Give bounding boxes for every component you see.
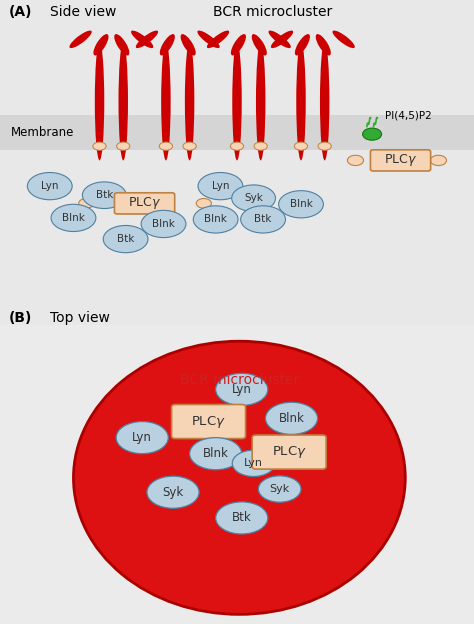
Text: BCR microcluster: BCR microcluster xyxy=(180,373,299,387)
Ellipse shape xyxy=(131,31,154,48)
Ellipse shape xyxy=(347,155,364,165)
Ellipse shape xyxy=(316,34,331,56)
Ellipse shape xyxy=(318,142,331,150)
Ellipse shape xyxy=(181,34,196,56)
Text: Side view: Side view xyxy=(50,4,116,19)
Ellipse shape xyxy=(258,476,301,502)
Ellipse shape xyxy=(198,172,243,200)
Text: Btk: Btk xyxy=(232,512,252,524)
Ellipse shape xyxy=(294,142,308,150)
Ellipse shape xyxy=(159,142,173,150)
Ellipse shape xyxy=(160,34,175,56)
Text: PLC$\gamma$: PLC$\gamma$ xyxy=(191,414,226,429)
Ellipse shape xyxy=(117,142,130,150)
Ellipse shape xyxy=(141,210,186,238)
Ellipse shape xyxy=(332,31,355,48)
Ellipse shape xyxy=(73,341,405,615)
Text: Btk: Btk xyxy=(117,234,134,244)
Text: Lyn: Lyn xyxy=(244,458,263,469)
Bar xyxy=(0,115,474,150)
Ellipse shape xyxy=(216,502,268,534)
Ellipse shape xyxy=(136,31,158,48)
Ellipse shape xyxy=(93,142,106,150)
Ellipse shape xyxy=(256,42,265,160)
Text: Blnk: Blnk xyxy=(152,219,175,229)
Text: PI(4,5)P2: PI(4,5)P2 xyxy=(385,110,432,120)
Ellipse shape xyxy=(116,422,168,454)
Ellipse shape xyxy=(51,204,96,232)
Text: Btk: Btk xyxy=(96,190,113,200)
Text: Lyn: Lyn xyxy=(41,181,58,191)
Ellipse shape xyxy=(252,34,267,56)
Ellipse shape xyxy=(82,182,126,208)
Ellipse shape xyxy=(268,31,291,48)
Ellipse shape xyxy=(207,31,229,48)
Text: Syk: Syk xyxy=(270,484,290,494)
Text: Blnk: Blnk xyxy=(203,447,228,460)
Ellipse shape xyxy=(241,206,285,233)
Text: Blnk: Blnk xyxy=(290,199,312,209)
Ellipse shape xyxy=(147,476,199,509)
Ellipse shape xyxy=(183,142,196,150)
Ellipse shape xyxy=(254,142,267,150)
Ellipse shape xyxy=(103,225,148,253)
FancyBboxPatch shape xyxy=(371,150,430,171)
Ellipse shape xyxy=(296,42,306,160)
Ellipse shape xyxy=(271,31,293,48)
Ellipse shape xyxy=(430,155,447,165)
Text: Top view: Top view xyxy=(50,311,109,324)
Ellipse shape xyxy=(118,42,128,160)
Ellipse shape xyxy=(232,42,242,160)
Ellipse shape xyxy=(363,128,382,140)
Ellipse shape xyxy=(231,34,246,56)
Text: (B): (B) xyxy=(9,311,32,324)
Text: (A): (A) xyxy=(9,4,32,19)
Text: PLC$\gamma$: PLC$\gamma$ xyxy=(128,195,161,212)
Ellipse shape xyxy=(93,34,109,56)
Ellipse shape xyxy=(69,31,92,48)
Ellipse shape xyxy=(79,198,94,208)
FancyBboxPatch shape xyxy=(252,435,326,469)
FancyBboxPatch shape xyxy=(114,193,174,214)
Text: Lyn: Lyn xyxy=(232,383,252,396)
Text: Btk: Btk xyxy=(255,215,272,225)
Text: PLC$\gamma$: PLC$\gamma$ xyxy=(272,444,307,460)
Ellipse shape xyxy=(230,142,244,150)
Ellipse shape xyxy=(320,42,329,160)
Text: Blnk: Blnk xyxy=(204,215,227,225)
Text: Blnk: Blnk xyxy=(279,412,304,425)
Ellipse shape xyxy=(190,437,242,470)
Ellipse shape xyxy=(279,191,323,218)
Ellipse shape xyxy=(216,373,268,406)
Ellipse shape xyxy=(197,31,220,48)
Ellipse shape xyxy=(185,42,194,160)
Text: Lyn: Lyn xyxy=(212,181,229,191)
FancyBboxPatch shape xyxy=(172,404,246,439)
Ellipse shape xyxy=(295,34,310,56)
Text: Blnk: Blnk xyxy=(62,213,85,223)
Ellipse shape xyxy=(161,42,171,160)
Text: BCR microcluster: BCR microcluster xyxy=(213,4,333,19)
Ellipse shape xyxy=(95,42,104,160)
Ellipse shape xyxy=(196,198,211,208)
Ellipse shape xyxy=(114,34,129,56)
Ellipse shape xyxy=(265,402,318,434)
Ellipse shape xyxy=(193,206,238,233)
Ellipse shape xyxy=(232,450,275,477)
Text: Syk: Syk xyxy=(244,193,263,203)
Text: Lyn: Lyn xyxy=(132,431,152,444)
Text: PLC$\gamma$: PLC$\gamma$ xyxy=(384,152,417,168)
Text: Membrane: Membrane xyxy=(10,126,74,139)
Text: Syk: Syk xyxy=(163,485,183,499)
Ellipse shape xyxy=(232,185,275,212)
Ellipse shape xyxy=(27,172,72,200)
